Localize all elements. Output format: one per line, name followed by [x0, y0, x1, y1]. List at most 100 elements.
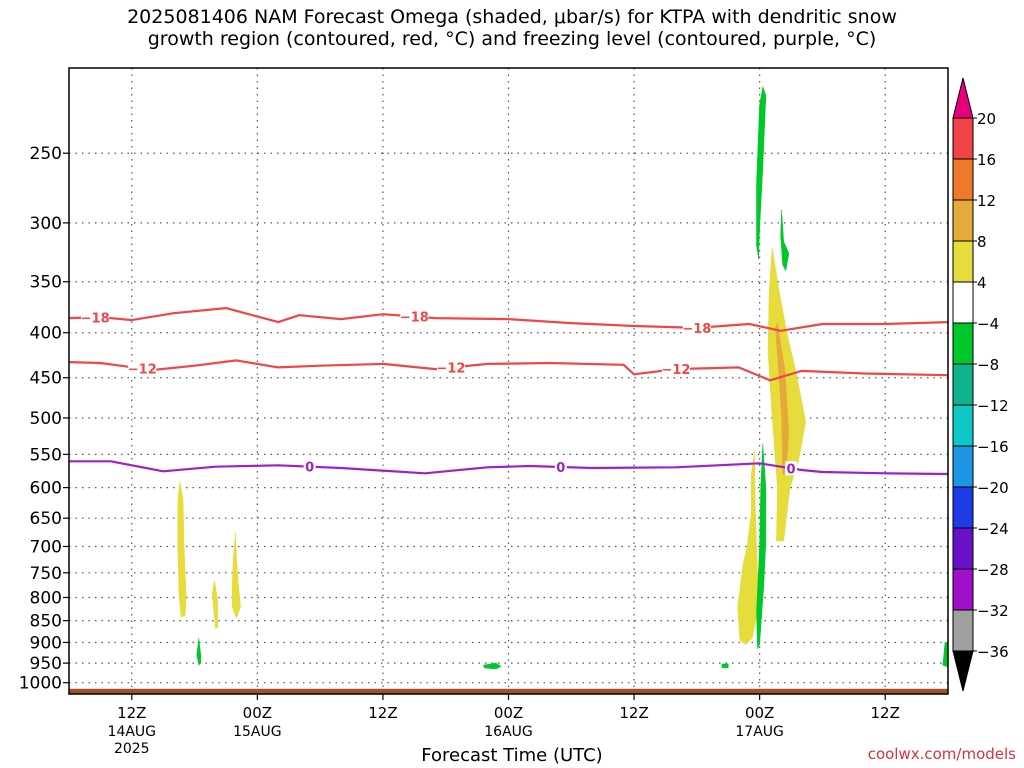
omega-region-6 [756, 85, 767, 260]
x-tick-label-66: 00Z [745, 704, 774, 722]
contour-label-bg-1-2 [661, 362, 690, 377]
colorbar-label-5: −4 [977, 315, 999, 333]
contour-label-2-0: 0 [305, 461, 314, 476]
contour-label-1-0: −12 [128, 363, 157, 378]
contour-label-2-2: 0 [787, 462, 796, 477]
y-tick-label-300: 300 [30, 214, 62, 234]
credit-text: coolwx.com/models [867, 745, 1016, 763]
y-tick-label-750: 750 [30, 564, 62, 584]
colorbar-swatch-8 [952, 445, 974, 488]
contour-label-bg-1-0 [128, 361, 157, 376]
y-tick-label-800: 800 [30, 588, 62, 608]
contour-line-2 [69, 460, 948, 476]
contour-label-0-1: −18 [400, 311, 429, 326]
x-tick-label-78: 12Z [871, 704, 900, 722]
x-tick-date-6: 14AUG [108, 724, 157, 740]
x-tick-label-42: 00Z [494, 704, 523, 722]
colorbar: 20 16 12 8 4 −4 −8 −12 −16 −20 −24 −28 −32 −36 [952, 77, 1009, 692]
omega-region-8 [756, 443, 767, 649]
omega-region-4 [767, 247, 806, 542]
colorbar-swatch-0 [952, 117, 974, 160]
omega-region-9 [196, 638, 202, 666]
contour-label-bg-2-1 [554, 460, 567, 475]
x-tick-label-30: 12Z [368, 704, 397, 722]
grid-lines [69, 68, 948, 694]
colorbar-swatch-6 [952, 363, 974, 406]
colorbar-label-12: −32 [977, 602, 1009, 620]
x-tick-label-6: 12Z [117, 704, 146, 722]
contour-label-0-0: −18 [81, 311, 110, 326]
colorbar-label-6: −8 [977, 356, 999, 374]
contour-label-bg-0-1 [400, 309, 429, 324]
chart-title: 2025081406 NAM Forecast Omega (shaded, μ… [0, 6, 1024, 50]
omega-region-1 [212, 580, 218, 630]
contour-label-1-1: −12 [436, 362, 465, 377]
colorbar-label-11: −28 [977, 561, 1009, 579]
y-tick-label-850: 850 [30, 612, 62, 632]
colorbar-label-3: 8 [977, 233, 987, 251]
chart-title-line2: growth region (contoured, red, °C) and f… [147, 28, 877, 50]
x-tick-label-18: 00Z [243, 704, 272, 722]
contour-label-bg-0-2 [682, 320, 711, 335]
x-axis-label: Forecast Time (UTC) [421, 745, 603, 766]
contours: −18 −18 −18 −12 −12 −12 0 0 0 [69, 307, 948, 477]
colorbar-swatch-7 [952, 404, 974, 447]
contour-label-0-2: −18 [682, 322, 711, 337]
y-tick-label-550: 550 [30, 445, 62, 465]
y-tick-label-400: 400 [30, 324, 62, 344]
chart-title-line1: 2025081406 NAM Forecast Omega (shaded, μ… [127, 6, 897, 28]
colorbar-label-7: −12 [977, 397, 1009, 415]
contour-label-bg-2-2 [785, 461, 798, 476]
y-tick-label-250: 250 [30, 144, 62, 164]
colorbar-label-10: −24 [977, 520, 1009, 538]
colorbar-label-2: 12 [977, 192, 996, 210]
contour-line-1 [69, 359, 948, 382]
colorbar-label-8: −16 [977, 438, 1009, 456]
x-tick-year-6: 2025 [114, 741, 150, 757]
colorbar-arrow-bottom [952, 650, 974, 692]
colorbar-label-1: 16 [977, 151, 996, 169]
y-tick-label-1000: 1000 [19, 674, 62, 694]
colorbar-swatch-5 [952, 322, 974, 365]
colorbar-label-0: 20 [977, 110, 996, 128]
colorbar-swatch-12 [952, 609, 974, 652]
contour-label-bg-1-1 [436, 360, 465, 375]
contour-label-bg-0-0 [81, 310, 110, 325]
ground-bar [69, 688, 948, 694]
y-tick-label-900: 900 [30, 633, 62, 653]
omega-region-0 [177, 481, 187, 618]
colorbar-label-13: −36 [977, 643, 1009, 661]
colorbar-swatch-3 [952, 240, 974, 283]
contour-label-bg-2-0 [303, 459, 316, 474]
contour-label-1-2: −12 [661, 363, 690, 378]
x-tick-date-42: 16AUG [484, 724, 533, 740]
colorbar-label-9: −20 [977, 479, 1009, 497]
y-tick-label-350: 350 [30, 273, 62, 293]
contour-label-2-1: 0 [556, 461, 565, 476]
omega-region-5 [775, 322, 790, 475]
omega-region-10 [483, 662, 502, 670]
omega-shading [177, 85, 948, 670]
colorbar-swatch-9 [952, 486, 974, 529]
colorbar-arrow-top [952, 77, 974, 119]
colorbar-swatch-11 [952, 568, 974, 611]
y-tick-label-500: 500 [30, 409, 62, 429]
colorbar-swatch-4 [952, 281, 974, 324]
omega-region-2 [231, 532, 241, 620]
y-tick-label-700: 700 [30, 537, 62, 557]
ground-surface [69, 688, 948, 694]
colorbar-swatch-1 [952, 158, 974, 201]
omega-region-11 [721, 663, 729, 669]
colorbar-swatch-2 [952, 199, 974, 242]
omega-region-3 [737, 450, 759, 645]
x-tick-date-18: 15AUG [233, 724, 282, 740]
y-axis: 2503003504004505005506006507007508008509… [19, 144, 69, 694]
y-tick-label-650: 650 [30, 509, 62, 529]
contour-line-0 [69, 307, 948, 332]
omega-region-7 [780, 209, 790, 272]
y-tick-label-600: 600 [30, 479, 62, 499]
x-tick-date-66: 17AUG [735, 724, 784, 740]
colorbar-swatch-10 [952, 527, 974, 570]
colorbar-label-4: 4 [977, 274, 987, 292]
